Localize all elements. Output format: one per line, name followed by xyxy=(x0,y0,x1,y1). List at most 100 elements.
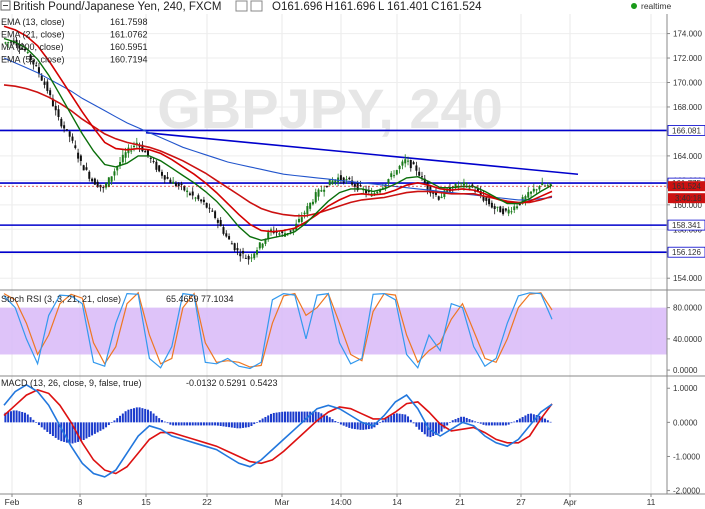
macd-histogram-bar xyxy=(77,422,80,442)
macd-histogram-bar xyxy=(275,412,278,423)
macd-histogram-bar xyxy=(233,422,236,428)
macd-histogram-bar xyxy=(510,422,513,424)
macd-histogram-bar xyxy=(351,422,354,429)
candle-body xyxy=(379,189,382,193)
macd-histogram-bar xyxy=(524,415,527,423)
candle-body xyxy=(502,208,505,215)
macd-histogram-bar xyxy=(88,422,91,437)
candle-body xyxy=(124,152,127,158)
macd-y-tick-label: -1.0000 xyxy=(673,452,701,461)
candle-body xyxy=(306,206,309,215)
macd-histogram-bar xyxy=(29,417,32,423)
macd-histogram-bar xyxy=(367,422,370,430)
price-pane[interactable] xyxy=(0,25,667,265)
macd-histogram-bar xyxy=(219,422,222,426)
candle-body xyxy=(110,176,113,182)
macd-histogram-bar xyxy=(21,411,24,423)
macd-pane[interactable]: MACD (13, 26, close, 9, false, true) -0.0… xyxy=(1,378,553,478)
descending-trendline[interactable] xyxy=(145,131,579,176)
macd-histogram-bar xyxy=(205,422,208,426)
candle-body xyxy=(205,202,208,208)
candle-body xyxy=(107,177,110,187)
stoch-d-value: 77.1034 xyxy=(201,294,234,304)
macd-histogram-bar xyxy=(138,407,141,423)
candle-body xyxy=(228,236,231,240)
candle-body xyxy=(398,165,401,170)
macd-histogram-bar xyxy=(311,411,314,423)
macd-histogram-bar xyxy=(228,422,231,428)
macd-histogram-bar xyxy=(105,422,108,428)
candle-body xyxy=(264,238,267,244)
macd-histogram-bar xyxy=(325,415,328,423)
stoch-k-line xyxy=(3,292,553,370)
macd-histogram-bar xyxy=(32,419,35,423)
ohlc-value: 161.696 xyxy=(334,1,376,13)
macd-histogram-bar xyxy=(166,422,169,424)
candle-body xyxy=(149,157,152,159)
settings-icon[interactable] xyxy=(235,0,248,12)
macd-histogram-bar xyxy=(141,408,144,423)
macd-histogram-bar xyxy=(202,422,205,426)
macd-histogram-bar xyxy=(379,422,382,423)
macd-line xyxy=(3,383,553,478)
stoch-title: Stoch RSI (3, 3, 21, 21, close) xyxy=(1,294,121,304)
realtime-label: realtime xyxy=(641,1,672,11)
macd-histogram-bar xyxy=(163,421,166,423)
realtime-dot-icon xyxy=(631,3,637,9)
candle-body xyxy=(247,256,250,260)
macd-histogram-bar xyxy=(9,411,12,423)
macd-histogram-bar xyxy=(116,418,119,423)
macd-histogram-bar xyxy=(541,417,544,423)
candle-body xyxy=(7,42,10,44)
candle-body xyxy=(488,198,491,205)
macd-histogram-bar xyxy=(323,414,326,423)
candle-body xyxy=(496,206,499,208)
candle-body xyxy=(351,180,354,185)
macd-histogram-bar xyxy=(51,422,54,436)
stoch-rsi-pane[interactable]: Stoch RSI (3, 3, 21, 21, close) 65.4659 77… xyxy=(0,291,667,370)
candle-body xyxy=(538,186,541,190)
candle-body xyxy=(541,183,544,186)
candle-body xyxy=(270,229,273,232)
add-indicator-icon[interactable] xyxy=(250,0,263,12)
countdown-tag-box xyxy=(668,193,705,204)
macd-histogram-bar xyxy=(191,422,194,426)
stoch-legend: Stoch RSI (3, 3, 21, 21, close) 65.4659 77… xyxy=(1,294,234,304)
candle-body xyxy=(230,243,233,245)
x-tick-label: 14 xyxy=(392,497,402,507)
candle-body xyxy=(79,155,82,161)
candle-body xyxy=(365,190,368,194)
macd-histogram-bar xyxy=(250,422,253,426)
macd-histogram-bar xyxy=(507,422,510,425)
candle-body xyxy=(54,105,57,111)
macd-histogram-bar xyxy=(46,422,49,432)
candle-body xyxy=(4,42,7,44)
macd-histogram-bar xyxy=(393,413,396,423)
macd-histogram-bar xyxy=(15,410,18,423)
macd-histogram-bar xyxy=(71,422,74,444)
x-tick-label: 21 xyxy=(455,497,465,507)
macd-histogram-bar xyxy=(160,420,163,423)
candle-body xyxy=(426,181,429,190)
candle-body xyxy=(359,185,362,187)
stoch-y-tick-label: 40.0000 xyxy=(673,335,702,344)
macd-histogram-bar xyxy=(107,422,110,426)
macd-histogram-bar xyxy=(155,415,158,423)
macd-histogram-bar xyxy=(177,422,180,426)
candle-body xyxy=(462,182,465,186)
macd-histogram-bar xyxy=(82,422,85,441)
macd-histogram-bar xyxy=(172,422,175,426)
macd-histogram-bar xyxy=(381,420,384,423)
ohlc-key: L xyxy=(378,1,385,13)
macd-histogram-bar xyxy=(521,416,524,423)
ohlc-key: O xyxy=(272,1,281,13)
macd-histogram-bar xyxy=(465,417,468,423)
macd-histogram-bar xyxy=(130,408,133,423)
candle-body xyxy=(163,175,166,180)
macd-histogram-bar xyxy=(328,417,331,423)
macd-histogram-bar xyxy=(135,407,138,423)
macd-histogram-bar xyxy=(200,422,203,426)
macd-histogram-bar xyxy=(434,422,437,435)
macd-histogram-bar xyxy=(535,415,538,423)
